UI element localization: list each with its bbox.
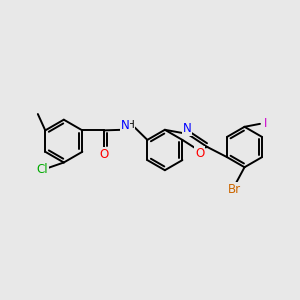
Text: O: O [99, 148, 108, 161]
Text: N: N [121, 119, 130, 132]
Text: Cl: Cl [36, 163, 48, 176]
Text: H: H [127, 120, 134, 130]
Text: N: N [183, 122, 191, 135]
Text: O: O [195, 147, 205, 160]
Text: Br: Br [228, 183, 241, 196]
Text: I: I [264, 117, 267, 130]
